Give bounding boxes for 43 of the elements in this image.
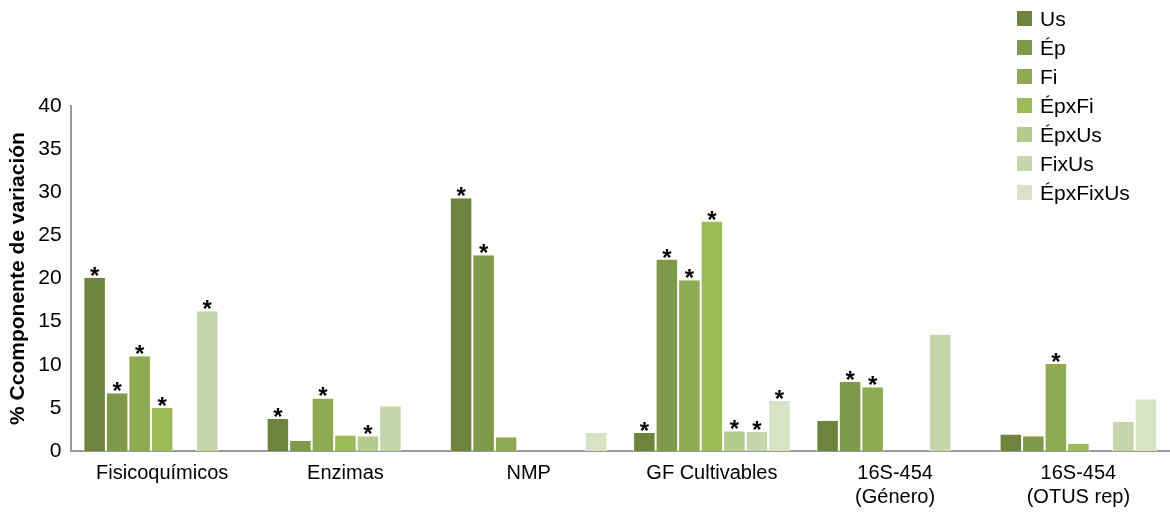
data-label: * (707, 205, 718, 233)
data-label: * (273, 403, 284, 431)
data-label: * (639, 416, 650, 444)
data-label: * (363, 420, 374, 448)
legend-label: ÉpxUs (1040, 122, 1102, 147)
data-label: * (774, 384, 785, 412)
data-label: * (318, 382, 329, 410)
y-tick-label: 40 (38, 92, 62, 116)
legend-label: ÉpxFixUs (1040, 180, 1130, 205)
data-label: * (456, 182, 467, 210)
data-label: * (867, 371, 878, 399)
data-label: * (1051, 347, 1062, 375)
data-label: * (845, 366, 856, 393)
data-label: * (662, 243, 673, 271)
y-tick-label: 30 (38, 179, 62, 203)
data-label: * (684, 264, 695, 292)
legend-label: FixUs (1040, 151, 1094, 176)
data-label: * (202, 295, 213, 323)
data-label: * (112, 377, 123, 405)
data-label: * (89, 261, 100, 289)
y-tick-label: 35 (38, 135, 62, 159)
x-tick-label: GF Cultivables (646, 460, 778, 483)
data-label: * (478, 239, 489, 267)
x-tick-label: 16S-454 (OTUS rep) (1026, 460, 1131, 507)
y-tick-label: 0 (49, 437, 62, 461)
y-tick-label: 15 (38, 308, 62, 332)
data-label: * (729, 415, 740, 443)
x-tick-label: Fisicoquímicos (96, 460, 229, 483)
y-axis-title: % Ccomponente de variación (5, 132, 29, 425)
y-tick-label: 5 (49, 394, 62, 418)
x-tick-label: Enzimas (307, 460, 384, 483)
legend-label: Us (1040, 6, 1066, 31)
y-tick-label: 10 (38, 351, 62, 375)
legend-label: Ép (1040, 35, 1066, 60)
y-tick-label: 20 (38, 265, 62, 289)
y-tick-label: 25 (38, 222, 62, 246)
x-tick-label: 16S-454 (Género) (855, 460, 936, 507)
data-label: * (134, 340, 145, 368)
data-label: * (752, 416, 763, 444)
x-tick-label: NMP (506, 460, 551, 483)
legend-label: Fi (1040, 64, 1058, 89)
legend-label: ÉpxFi (1040, 93, 1094, 118)
data-label: * (157, 391, 168, 419)
